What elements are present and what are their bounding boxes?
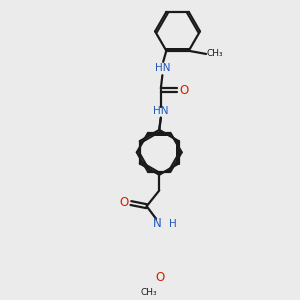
Text: HN: HN [154, 63, 170, 73]
Text: HN: HN [153, 106, 169, 116]
Text: H: H [169, 218, 176, 229]
Text: CH₃: CH₃ [141, 288, 157, 297]
Text: O: O [155, 271, 165, 284]
Text: CH₃: CH₃ [207, 50, 224, 58]
Text: O: O [119, 196, 129, 209]
Text: N: N [153, 217, 162, 230]
Text: O: O [179, 84, 188, 97]
